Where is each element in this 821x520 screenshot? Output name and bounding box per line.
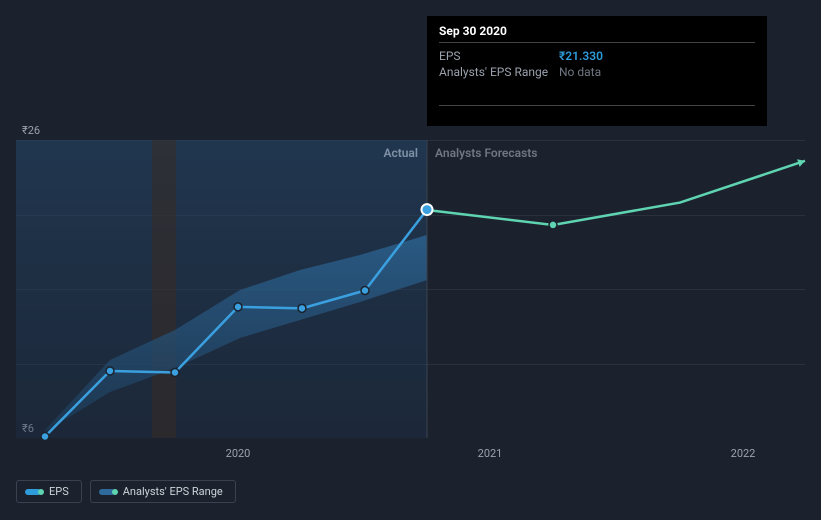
- chart-marker[interactable]: [41, 433, 49, 441]
- x-axis-label: 2021: [478, 447, 503, 460]
- chart-tooltip: Sep 30 2020 EPS ₹21.330 Analysts' EPS Ra…: [427, 16, 767, 126]
- eps-chart: ₹26 ₹6 Actual Analysts Forecasts 2020 20…: [0, 0, 821, 520]
- tooltip-row-value: ₹21.330: [559, 49, 603, 63]
- chart-marker[interactable]: [361, 286, 369, 294]
- chart-marker[interactable]: [549, 221, 557, 229]
- tooltip-row-label: EPS: [439, 49, 559, 63]
- tooltip-divider: [439, 42, 755, 43]
- tooltip-date: Sep 30 2020: [439, 24, 755, 38]
- chart-marker[interactable]: [106, 367, 114, 375]
- legend-swatch: [99, 489, 115, 495]
- tooltip-row-value: No data: [559, 65, 601, 79]
- tooltip-divider: [439, 105, 755, 106]
- legend-item-range[interactable]: Analysts' EPS Range: [90, 480, 236, 503]
- x-axis-label: 2020: [226, 447, 251, 460]
- highlight-band: [152, 140, 176, 438]
- legend-swatch: [25, 489, 41, 495]
- legend-label: EPS: [49, 485, 69, 498]
- eps-forecast-line: [427, 161, 805, 225]
- chart-marker[interactable]: [298, 304, 306, 312]
- chart-marker[interactable]: [234, 303, 242, 311]
- chart-marker[interactable]: [171, 368, 179, 376]
- tooltip-row-label: Analysts' EPS Range: [439, 65, 559, 79]
- x-axis-label: 2022: [731, 447, 756, 460]
- chart-marker-hover[interactable]: [422, 204, 433, 215]
- legend-item-eps[interactable]: EPS: [16, 480, 82, 503]
- legend-label: Analysts' EPS Range: [123, 485, 223, 498]
- eps-forecast-markers: [549, 221, 557, 229]
- chart-legend: EPS Analysts' EPS Range: [16, 480, 236, 503]
